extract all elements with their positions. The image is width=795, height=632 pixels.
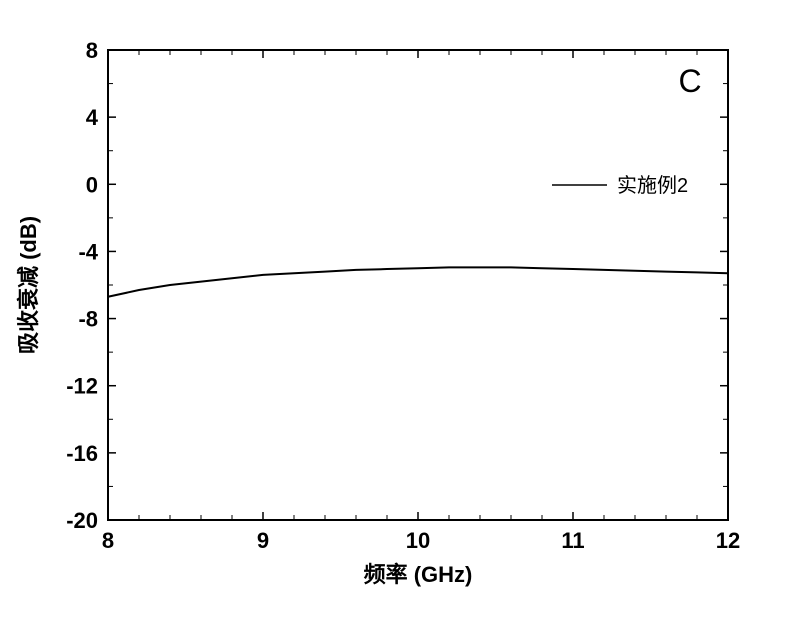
chart-container: 8 9 10 11 12 -20 -16 -12 -8 -4 0 4 8 频率 (GHz) 吸收衰减 (dB… — [0, 0, 795, 632]
x-axis-label: 频率 (GHz) — [364, 562, 473, 587]
y-tick-label: -4 — [78, 239, 98, 264]
y-axis-label: 吸收衰减 (dB) — [16, 216, 41, 354]
y-tick-label: -8 — [78, 307, 98, 332]
x-tick-label: 10 — [406, 528, 430, 553]
legend-label: 实施例2 — [617, 174, 688, 197]
y-tick-label: 0 — [86, 172, 98, 197]
panel-label: C — [678, 63, 701, 99]
x-tick-label: 9 — [257, 528, 269, 553]
x-tick-label: 12 — [716, 528, 740, 553]
plot-border — [108, 50, 728, 520]
x-tick-label: 8 — [102, 528, 114, 553]
series-line — [108, 267, 728, 296]
y-tick-label: -12 — [66, 374, 98, 399]
chart-svg: 8 9 10 11 12 -20 -16 -12 -8 -4 0 4 8 频率 (GHz) 吸收衰减 (dB… — [0, 0, 795, 632]
y-tick-label: -20 — [66, 508, 98, 533]
y-tick-label: 8 — [86, 38, 98, 63]
x-tick-label: 11 — [561, 528, 584, 553]
y-tick-label: 4 — [86, 105, 99, 130]
y-tick-label: -16 — [66, 441, 98, 466]
